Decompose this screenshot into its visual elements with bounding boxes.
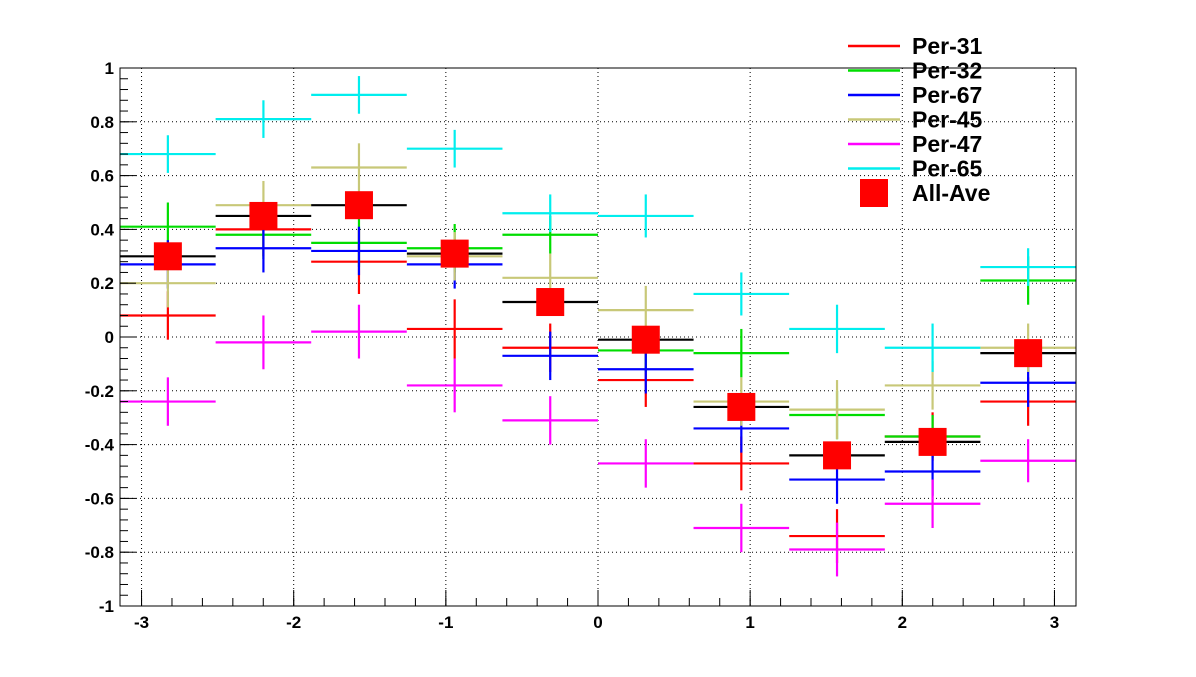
y-tick-label: 0.6 (90, 167, 114, 186)
legend-item-per-65: Per-65 (848, 156, 983, 182)
legend-label: Per-67 (912, 82, 982, 108)
y-tick-label: 0 (105, 328, 114, 347)
data-point-marker (631, 325, 660, 354)
x-tick-label: -2 (286, 613, 301, 632)
legend-label: Per-32 (912, 58, 982, 84)
y-tick-label: 1 (105, 59, 114, 78)
x-tick-label: -1 (438, 613, 453, 632)
legend-label: Per-65 (912, 156, 983, 182)
legend-label: All-Ave (912, 180, 990, 206)
legend-item-per-67: Per-67 (848, 82, 982, 108)
y-tick-label: 0.8 (90, 113, 114, 132)
y-tick-label: -0.8 (85, 543, 114, 562)
y-tick-label: -0.2 (85, 382, 114, 401)
y-tick-label: -0.4 (85, 436, 115, 455)
data-point-marker (153, 242, 182, 271)
legend-swatch (860, 179, 888, 207)
data-point-marker (440, 239, 469, 268)
x-tick-label: 3 (1050, 613, 1059, 632)
legend-label: Per-47 (912, 131, 982, 157)
y-tick-label: -0.6 (85, 489, 114, 508)
legend: Per-31Per-32Per-67Per-45Per-47Per-65All-… (848, 33, 990, 207)
data-point-marker (823, 441, 852, 470)
legend-item-all-ave: All-Ave (860, 179, 990, 207)
data-point-marker (918, 427, 947, 456)
legend-item-per-31: Per-31 (848, 33, 983, 59)
y-tick-label: 0.4 (90, 220, 114, 239)
legend-item-per-47: Per-47 (848, 131, 982, 157)
data-point-marker (344, 191, 373, 220)
data-point-marker (1014, 339, 1043, 368)
data-point-marker (536, 288, 565, 317)
x-tick-label: 1 (745, 613, 754, 632)
x-tick-label: 0 (593, 613, 602, 632)
grid (120, 68, 1076, 606)
data-point-marker (727, 392, 756, 421)
data-point-marker (249, 201, 278, 230)
x-tick-label: -3 (134, 613, 149, 632)
legend-label: Per-45 (912, 107, 983, 133)
y-tick-label: -1 (99, 597, 114, 616)
axes: -3 -2 -1 0 1 2 3 -1 -0.8 -0.6 -0.4 -0.2 0 0.2 0.4 0.6 0.… (85, 59, 1077, 632)
x-tick-label: 2 (898, 613, 907, 632)
legend-item-per-32: Per-32 (848, 58, 982, 84)
series-per-65 (120, 76, 1076, 372)
y-tick-label: 0.2 (90, 274, 114, 293)
series-per-67 (120, 224, 1076, 504)
series-layer (120, 76, 1076, 577)
legend-item-per-45: Per-45 (848, 107, 983, 133)
series-per-47 (120, 304, 1076, 577)
series-all-ave (120, 191, 1076, 470)
legend-label: Per-31 (912, 33, 983, 59)
